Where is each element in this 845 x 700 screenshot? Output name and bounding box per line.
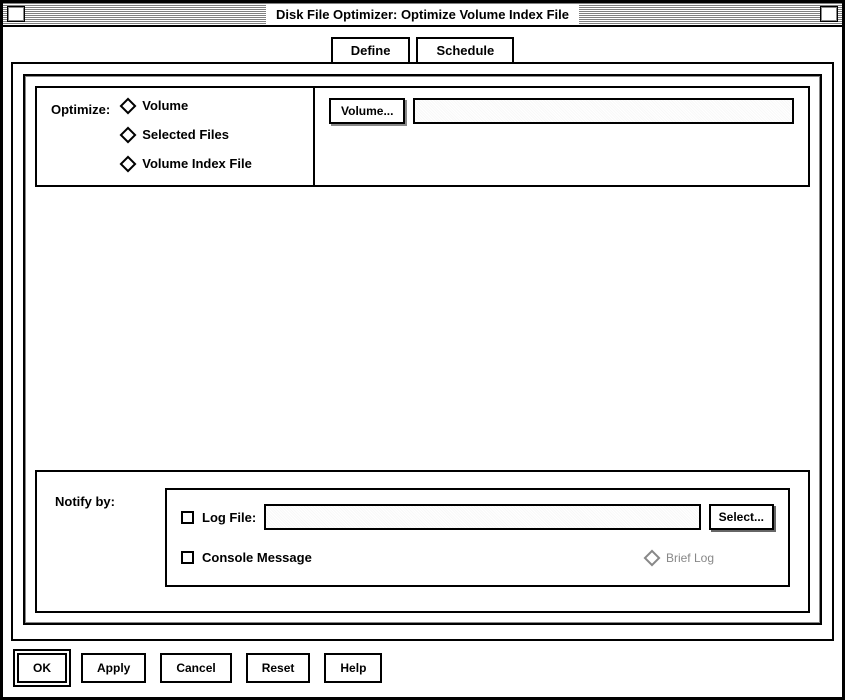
optimize-radio-group: Volume Selected Files Volume Index File	[122, 98, 252, 171]
diamond-icon	[643, 549, 660, 566]
system-menu-button[interactable]	[7, 6, 25, 22]
optimize-area: Optimize: Volume Selected Files	[35, 86, 810, 187]
dialog-button-row: OK Apply Cancel Reset Help	[11, 641, 834, 689]
tab-schedule[interactable]: Schedule	[416, 37, 514, 64]
log-file-input[interactable]	[264, 504, 700, 530]
radio-volume-index-file[interactable]: Volume Index File	[122, 156, 252, 171]
radio-volume-index-file-label: Volume Index File	[142, 156, 252, 171]
main-window: Disk File Optimizer: Optimize Volume Ind…	[0, 0, 845, 700]
optimize-label: Optimize:	[51, 98, 110, 171]
checkbox-icon	[181, 551, 194, 564]
tab-define[interactable]: Define	[331, 37, 411, 64]
tabs-row: Define Schedule	[11, 35, 834, 62]
content-frame: Optimize: Volume Selected Files	[11, 62, 834, 641]
notify-panel: Notify by: Log File: Select...	[35, 470, 810, 613]
apply-button[interactable]: Apply	[81, 653, 146, 683]
inner-frame: Optimize: Volume Selected Files	[23, 74, 822, 625]
notify-second-row: Console Message Brief Log	[181, 550, 774, 565]
cancel-button[interactable]: Cancel	[160, 653, 231, 683]
diamond-icon	[120, 126, 137, 143]
console-message-label: Console Message	[202, 550, 312, 565]
volume-input[interactable]	[413, 98, 794, 124]
radio-selected-files-label: Selected Files	[142, 127, 229, 142]
volume-button[interactable]: Volume...	[329, 98, 405, 124]
log-file-checkbox[interactable]: Log File:	[181, 510, 256, 525]
radio-volume-label: Volume	[142, 98, 188, 113]
select-button[interactable]: Select...	[709, 504, 774, 530]
console-message-checkbox[interactable]: Console Message	[181, 550, 312, 565]
help-button[interactable]: Help	[324, 653, 382, 683]
brief-log-label: Brief Log	[666, 551, 714, 565]
window-body: Define Schedule Optimize: Volume	[3, 27, 842, 697]
radio-volume[interactable]: Volume	[122, 98, 252, 113]
log-file-row: Log File: Select...	[181, 504, 774, 530]
reset-button[interactable]: Reset	[246, 653, 311, 683]
optimize-panel: Optimize: Volume Selected Files	[35, 86, 315, 187]
radio-selected-files[interactable]: Selected Files	[122, 127, 252, 142]
diamond-icon	[120, 97, 137, 114]
checkbox-icon	[181, 511, 194, 524]
log-file-label: Log File:	[202, 510, 256, 525]
titlebar: Disk File Optimizer: Optimize Volume Ind…	[3, 3, 842, 27]
maximize-button[interactable]	[820, 6, 838, 22]
ok-button[interactable]: OK	[17, 653, 67, 683]
volume-select-panel: Volume...	[315, 86, 810, 187]
spacer	[35, 197, 810, 470]
brief-log-radio[interactable]: Brief Log	[646, 551, 714, 565]
notify-inner: Log File: Select... Console Message	[165, 488, 790, 587]
window-title: Disk File Optimizer: Optimize Volume Ind…	[266, 5, 579, 24]
notify-label: Notify by:	[55, 488, 165, 587]
diamond-icon	[120, 155, 137, 172]
